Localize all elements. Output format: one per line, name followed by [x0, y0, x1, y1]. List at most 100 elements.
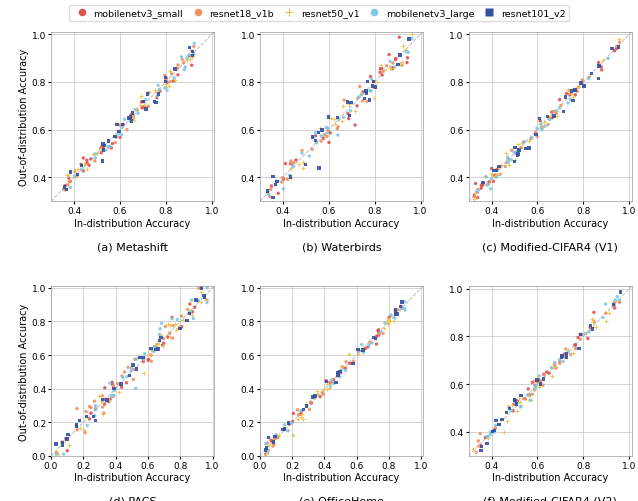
Point	[167, 315, 177, 323]
Point	[468, 445, 478, 453]
Point	[271, 181, 281, 189]
Point	[537, 127, 547, 135]
Point	[390, 306, 400, 314]
Point	[97, 147, 107, 155]
Point	[332, 125, 343, 133]
Point	[109, 392, 119, 400]
Point	[473, 186, 483, 194]
Point	[51, 440, 61, 448]
Point	[286, 419, 297, 427]
Point	[140, 350, 150, 358]
Point	[128, 113, 138, 121]
Point	[194, 285, 204, 293]
Point	[309, 394, 320, 402]
Point	[108, 382, 119, 390]
Point	[390, 310, 401, 318]
Point	[509, 149, 519, 157]
Point	[560, 354, 570, 362]
Point	[582, 335, 593, 343]
Point	[152, 94, 162, 102]
Point	[558, 108, 568, 116]
Point	[158, 341, 168, 349]
Point	[123, 364, 133, 372]
Point	[524, 138, 535, 146]
Point	[334, 373, 345, 381]
Point	[586, 322, 596, 330]
Point	[161, 75, 172, 83]
Point	[184, 310, 195, 318]
Point	[353, 350, 363, 358]
Point	[470, 180, 480, 188]
Point	[523, 391, 533, 399]
Point	[568, 94, 579, 102]
Point	[512, 152, 523, 160]
Point	[354, 347, 364, 355]
Point	[614, 296, 625, 304]
Point	[73, 171, 83, 179]
Point	[345, 360, 355, 368]
Point	[82, 157, 92, 165]
Point	[329, 380, 339, 388]
Point	[547, 363, 558, 371]
Point	[267, 437, 277, 445]
Point	[279, 421, 290, 429]
Point	[554, 356, 565, 364]
Point	[323, 128, 334, 136]
Point	[385, 58, 395, 66]
Point	[373, 326, 383, 334]
Point	[363, 343, 373, 351]
Point	[268, 173, 278, 181]
Point	[480, 433, 491, 441]
Point	[285, 172, 295, 180]
Point	[551, 110, 561, 118]
Point	[538, 370, 549, 378]
Point	[470, 192, 480, 200]
Point	[270, 432, 280, 440]
Point	[491, 171, 501, 179]
Point	[301, 401, 311, 409]
Point	[151, 99, 161, 107]
Point	[355, 83, 365, 91]
Point	[63, 181, 73, 189]
Point	[587, 325, 597, 333]
Point	[138, 356, 148, 364]
Point	[71, 422, 82, 430]
Point	[510, 144, 520, 152]
Point	[500, 163, 510, 171]
Point	[111, 134, 121, 142]
Point	[309, 134, 319, 142]
Point	[334, 116, 344, 124]
Point	[501, 159, 512, 167]
Point	[366, 76, 376, 84]
Point	[332, 368, 343, 376]
Point	[534, 115, 544, 123]
Point	[555, 360, 565, 368]
Point	[61, 434, 71, 442]
Point	[103, 137, 114, 145]
Point	[105, 143, 115, 151]
Point	[268, 438, 278, 446]
Point	[101, 398, 111, 406]
Point	[91, 402, 101, 410]
Point	[373, 332, 383, 340]
Point	[476, 446, 486, 454]
X-axis label: In-distribution Accuracy: In-distribution Accuracy	[492, 472, 608, 482]
Point	[126, 112, 136, 120]
Point	[397, 305, 407, 313]
Point	[537, 124, 547, 132]
Point	[149, 87, 160, 95]
Point	[101, 147, 111, 155]
Point	[369, 79, 380, 87]
Point	[356, 91, 366, 99]
Point	[545, 116, 555, 124]
Point	[332, 114, 343, 122]
Point	[394, 61, 404, 69]
X-axis label: In-distribution Accuracy: In-distribution Accuracy	[283, 472, 399, 482]
Point	[345, 108, 355, 116]
Point	[304, 153, 315, 161]
Point	[269, 440, 279, 448]
Point	[154, 331, 165, 339]
Point	[130, 356, 140, 364]
Point	[98, 410, 108, 418]
Point	[336, 367, 346, 375]
